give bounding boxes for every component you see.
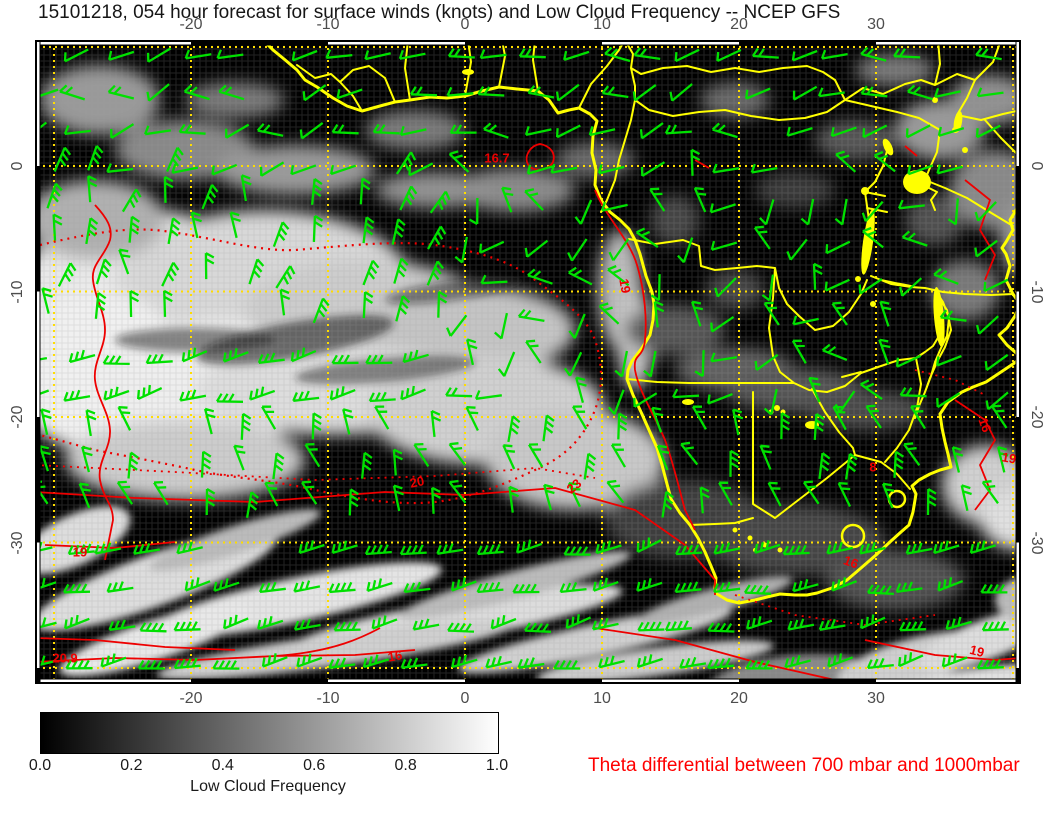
axis-tick-bottom: 10 — [593, 690, 611, 707]
axis-tick-left: 0 — [9, 161, 26, 171]
colorbar-tick: 0.4 — [211, 757, 234, 774]
axis-tick-left: -30 — [9, 530, 26, 555]
contour-label: 16 — [975, 415, 995, 435]
axis-tick-top: -20 — [179, 16, 203, 33]
lesotho-border — [840, 523, 866, 549]
axis-tick-left: -10 — [9, 279, 26, 304]
axis-tick-right: -30 — [1028, 530, 1045, 555]
contour-label: 16 — [386, 647, 404, 665]
contour-label: 16.7 — [484, 150, 510, 166]
contour-label: 8 — [869, 459, 877, 475]
contour-label: 23 — [563, 475, 585, 497]
wind-barbs — [35, 46, 1009, 670]
axis-tick-right: 0 — [1028, 161, 1045, 171]
contour-label: 20.9 — [52, 650, 78, 666]
contour-label-layer: 16.7 20 23 19 20.9 16 16 16 19 19 19 8 — [35, 40, 1021, 684]
map-frame — [35, 40, 1021, 684]
contour-label: 19 — [1000, 449, 1018, 467]
map-canvas — [35, 40, 1021, 684]
colorbar-tick: 0.2 — [120, 757, 143, 774]
axis-tick-top: 20 — [730, 16, 748, 33]
axis-tick-bottom: 0 — [460, 690, 470, 707]
colorbar-tick: 0.0 — [28, 757, 52, 774]
theta-caption: Theta differential between 700 mbar and … — [588, 755, 1020, 776]
axis-tick-right: -20 — [1028, 405, 1045, 429]
forecast-map: 16.7 20 23 19 20.9 16 16 16 19 19 19 8 — [35, 40, 1021, 684]
axis-tick-top: 30 — [867, 16, 885, 33]
contour-label: 19 — [72, 544, 88, 560]
colorbar-gradient — [40, 712, 499, 754]
axis-tick-top: 10 — [593, 16, 611, 33]
contour-label: 19 — [968, 641, 986, 661]
colorbar-tick: 1.0 — [485, 757, 509, 774]
contour-label: 16 — [841, 552, 861, 572]
colorbar-label: Low Cloud Frequency — [190, 778, 346, 795]
axis-tick-top: 0 — [460, 16, 470, 33]
axis-tick-bottom: 20 — [730, 690, 748, 707]
colorbar-tick: 0.8 — [394, 757, 417, 774]
axis-tick-right: -10 — [1028, 279, 1045, 304]
latlon-gridlines — [37, 42, 1019, 682]
contour-label: 19 — [616, 277, 634, 295]
contour-label: 20 — [408, 473, 426, 491]
axis-tick-top: -10 — [316, 16, 340, 33]
axis-tick-bottom: 30 — [867, 690, 885, 707]
axis-tick-bottom: -10 — [316, 690, 340, 707]
axis-tick-bottom: -20 — [179, 690, 203, 707]
page-title: 15101218, 054 hour forecast for surface … — [38, 2, 841, 23]
zebra-border — [35, 40, 1021, 684]
axis-tick-left: -20 — [9, 405, 26, 429]
colorbar-tick: 0.6 — [303, 757, 326, 774]
